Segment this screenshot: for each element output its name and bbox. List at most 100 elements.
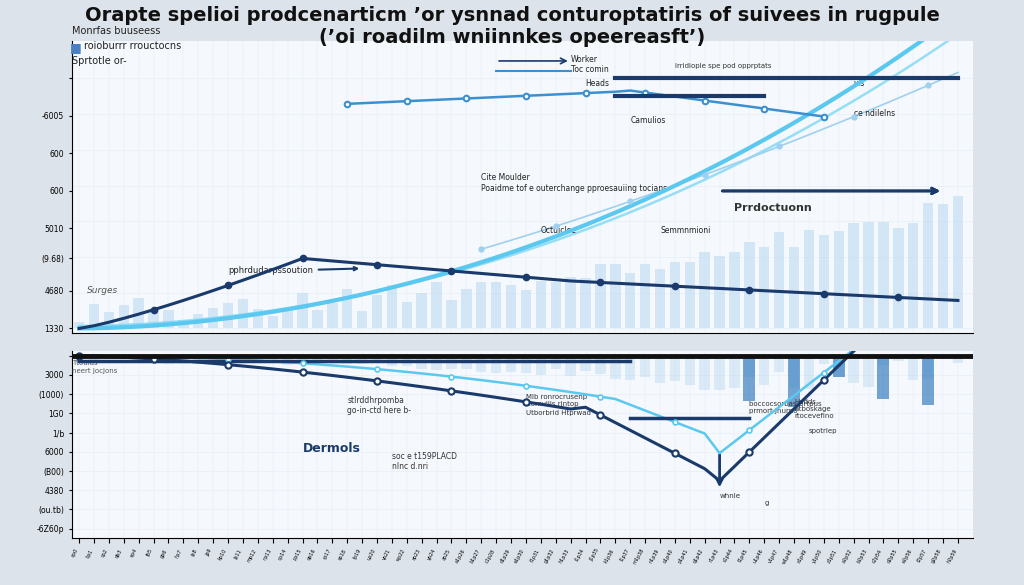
Text: spotrlep: spotrlep bbox=[809, 428, 838, 433]
Text: Cite Moulder
Poaidme tof e outerchange pproesauiing tocians: Cite Moulder Poaidme tof e outerchange p… bbox=[481, 173, 668, 193]
Text: Camulios: Camulios bbox=[630, 116, 666, 125]
Bar bbox=[863, 356, 873, 387]
Bar bbox=[133, 356, 144, 361]
Bar bbox=[610, 356, 621, 378]
Bar bbox=[253, 356, 263, 361]
Text: whnle: whnle bbox=[720, 493, 740, 499]
Bar bbox=[685, 356, 695, 385]
Text: Mlb ronrocrusenp
Comvilis rintop: Mlb ronrocrusenp Comvilis rintop bbox=[526, 394, 587, 407]
Bar bbox=[685, 262, 695, 328]
Bar bbox=[431, 356, 441, 370]
Bar bbox=[581, 278, 591, 328]
Bar bbox=[119, 356, 129, 359]
Bar bbox=[357, 356, 368, 364]
Bar bbox=[536, 356, 546, 375]
Text: ce ndilelns: ce ndilelns bbox=[854, 109, 895, 118]
Bar bbox=[640, 356, 650, 377]
Bar bbox=[297, 293, 308, 328]
Bar bbox=[312, 356, 323, 362]
Bar bbox=[223, 356, 233, 364]
Bar bbox=[417, 356, 427, 370]
Bar bbox=[401, 302, 412, 328]
Bar bbox=[89, 356, 99, 361]
Bar bbox=[357, 311, 368, 328]
Bar bbox=[581, 356, 591, 371]
Bar bbox=[536, 281, 546, 328]
Text: g: g bbox=[764, 500, 769, 505]
Bar bbox=[223, 303, 233, 328]
Text: Orapte spelioi prodcenarticm ’or ysnnad conturoptatiris of suivees in rugpule
(’: Orapte spelioi prodcenarticm ’or ysnnad … bbox=[85, 6, 939, 47]
Text: Ttoulas: Ttoulas bbox=[72, 360, 97, 366]
Bar bbox=[565, 356, 575, 376]
Bar bbox=[834, 356, 844, 377]
Bar bbox=[908, 356, 919, 380]
Bar bbox=[744, 242, 755, 328]
Bar bbox=[804, 356, 814, 389]
Text: Hadds
wtboskage
rtocevefino: Hadds wtboskage rtocevefino bbox=[794, 399, 834, 419]
Text: Surges: Surges bbox=[87, 287, 118, 295]
Bar bbox=[148, 309, 159, 328]
Bar bbox=[923, 356, 933, 379]
Bar bbox=[849, 223, 859, 328]
Bar bbox=[431, 282, 441, 328]
Text: boccocsorbas Brtpus
prmort Jnurno: boccocsorbas Brtpus prmort Jnurno bbox=[750, 401, 822, 414]
Text: soc e t159PLACD
nlnc d.nri: soc e t159PLACD nlnc d.nri bbox=[392, 452, 457, 471]
Bar bbox=[74, 356, 84, 363]
Text: Octuiclee: Octuiclee bbox=[541, 226, 577, 235]
Text: Heads: Heads bbox=[586, 79, 609, 88]
Bar bbox=[938, 204, 948, 328]
Bar bbox=[670, 356, 680, 381]
Bar bbox=[238, 299, 248, 328]
Bar bbox=[119, 305, 129, 328]
Bar bbox=[743, 356, 756, 401]
Bar bbox=[893, 228, 903, 328]
Bar bbox=[401, 356, 412, 366]
Bar bbox=[923, 204, 933, 328]
Bar bbox=[774, 232, 784, 328]
Bar bbox=[715, 356, 725, 390]
Bar bbox=[506, 356, 516, 372]
Bar bbox=[625, 273, 636, 328]
Text: stlrddhrpomba
go-in-ctd here b-: stlrddhrpomba go-in-ctd here b- bbox=[347, 396, 412, 415]
Bar bbox=[387, 285, 397, 328]
Bar bbox=[715, 256, 725, 328]
Bar bbox=[818, 356, 829, 364]
Text: ■: ■ bbox=[70, 41, 81, 54]
Bar bbox=[759, 247, 769, 328]
Bar bbox=[699, 356, 710, 390]
Text: Irridiople spe pod opprptats: Irridiople spe pod opprptats bbox=[675, 63, 771, 70]
Bar bbox=[208, 356, 218, 362]
Bar bbox=[908, 222, 919, 328]
Bar bbox=[893, 356, 903, 361]
Bar bbox=[879, 222, 889, 328]
Bar bbox=[551, 282, 561, 328]
Text: Semmnmioni: Semmnmioni bbox=[660, 226, 711, 235]
Text: neert jocjons: neert jocjons bbox=[72, 368, 117, 374]
Text: Toc comin: Toc comin bbox=[570, 65, 608, 74]
Bar bbox=[342, 356, 352, 364]
Text: Monrfas buuseess: Monrfas buuseess bbox=[72, 26, 160, 36]
Bar bbox=[267, 356, 278, 363]
Bar bbox=[878, 356, 890, 399]
Bar bbox=[253, 309, 263, 328]
Bar bbox=[387, 356, 397, 366]
Bar bbox=[788, 247, 800, 328]
Bar bbox=[952, 356, 964, 363]
Bar bbox=[312, 309, 323, 328]
Bar bbox=[372, 356, 382, 363]
Text: Utborbrid Htprwad: Utborbrid Htprwad bbox=[526, 410, 591, 417]
Bar bbox=[788, 356, 800, 388]
Bar bbox=[372, 295, 382, 328]
Bar bbox=[744, 356, 755, 377]
Text: roioburrr rrouctocns: roioburrr rrouctocns bbox=[84, 41, 181, 51]
Bar bbox=[446, 356, 457, 369]
Bar bbox=[774, 356, 784, 372]
Bar bbox=[610, 264, 621, 328]
Bar bbox=[551, 356, 561, 369]
Bar bbox=[446, 300, 457, 328]
Text: pphrdudarpssoution: pphrdudarpssoution bbox=[228, 266, 357, 276]
Bar bbox=[670, 262, 680, 328]
Bar bbox=[148, 356, 159, 359]
Bar bbox=[595, 356, 605, 374]
Bar bbox=[759, 356, 769, 386]
